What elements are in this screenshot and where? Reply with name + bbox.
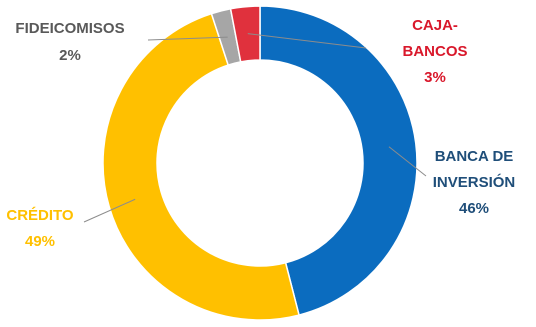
label-caja-line2: BANCOS (402, 43, 467, 60)
label-caja-line1: CAJA- (412, 17, 458, 34)
label-banca-line1: BANCA DE (435, 148, 514, 165)
label-fideicomisos: FIDEICOMISOS (15, 20, 124, 37)
slice-banca-de-inversion (259, 5, 418, 316)
leader-credito (83, 198, 136, 223)
value-banca: 46% (459, 200, 489, 217)
donut-slices (102, 5, 418, 321)
leader-fideicomisos (147, 36, 228, 41)
value-caja: 3% (424, 69, 446, 86)
leader-caja (247, 33, 367, 49)
leader-banca (388, 146, 427, 177)
slice-credito (102, 12, 300, 321)
label-banca-line2: INVERSIÓN (433, 173, 516, 191)
value-fideicomisos: 2% (59, 47, 81, 64)
label-credito: CRÉDITO (6, 207, 74, 224)
value-credito: 49% (25, 233, 55, 250)
leader-lines (83, 33, 427, 223)
slice-caja-bancos (229, 5, 261, 63)
